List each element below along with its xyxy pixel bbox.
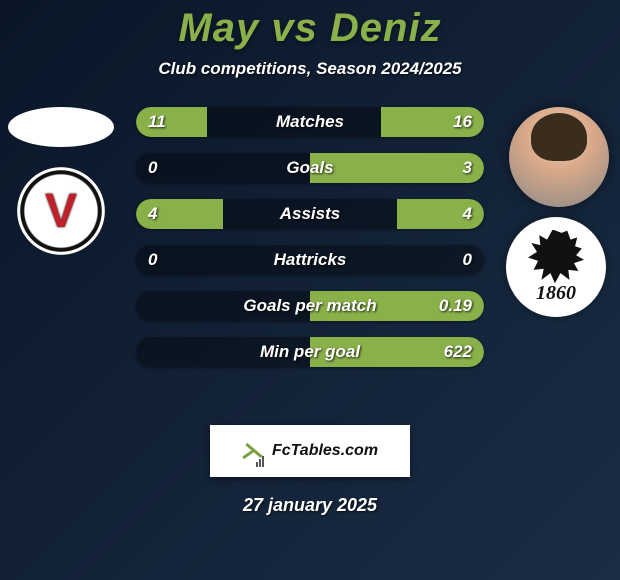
stat-value-right: 16	[453, 112, 472, 132]
stat-value-left: 0	[148, 158, 157, 178]
stat-label: Min per goal	[136, 342, 484, 362]
stat-value-right: 3	[463, 158, 472, 178]
stat-value-right: 4	[463, 204, 472, 224]
stat-label: Matches	[136, 112, 484, 132]
viktoria-v-icon: V	[45, 184, 77, 239]
brand-badge: FcTables.com	[210, 425, 410, 477]
right-player-column: 1860	[506, 107, 612, 367]
stat-label: Goals	[136, 158, 484, 178]
stat-row: Hattricks0 0	[136, 245, 484, 275]
subtitle: Club competitions, Season 2024/2025	[0, 59, 620, 79]
club-logo-left: V	[17, 167, 105, 255]
stat-value-right: 622	[444, 342, 472, 362]
stat-row: Matches11 16	[136, 107, 484, 137]
left-player-column: V	[8, 107, 114, 367]
brand-icon	[242, 439, 266, 463]
stat-value-left: 11	[148, 112, 166, 132]
stats-list: Matches1116Goals03Assists44Hattricks00Go…	[136, 107, 484, 383]
stat-label: Hattricks	[136, 250, 484, 270]
stat-value-right: 0.19	[439, 296, 472, 316]
stat-value-left: 0	[148, 250, 157, 270]
page-title: May vs Deniz	[0, 0, 620, 51]
stat-label: Goals per match	[136, 296, 484, 316]
stat-label: Assists	[136, 204, 484, 224]
player-right-avatar	[509, 107, 609, 207]
stat-value-right: 0	[463, 250, 472, 270]
stat-row: Goals per match0.19	[136, 291, 484, 321]
lion-icon	[528, 230, 584, 286]
brand-text: FcTables.com	[272, 442, 378, 460]
club-year: 1860	[536, 282, 576, 305]
club-logo-right: 1860	[506, 217, 606, 317]
comparison-area: V 1860 Matches1116Goals03Assists44Hattri…	[0, 107, 620, 407]
stat-row: Assists4 4	[136, 199, 484, 229]
date-line: 27 january 2025	[0, 495, 620, 516]
stat-row: Goals0 3	[136, 153, 484, 183]
stat-value-left: 4	[148, 204, 157, 224]
stat-row: Min per goal622	[136, 337, 484, 367]
player-left-avatar	[8, 107, 114, 147]
